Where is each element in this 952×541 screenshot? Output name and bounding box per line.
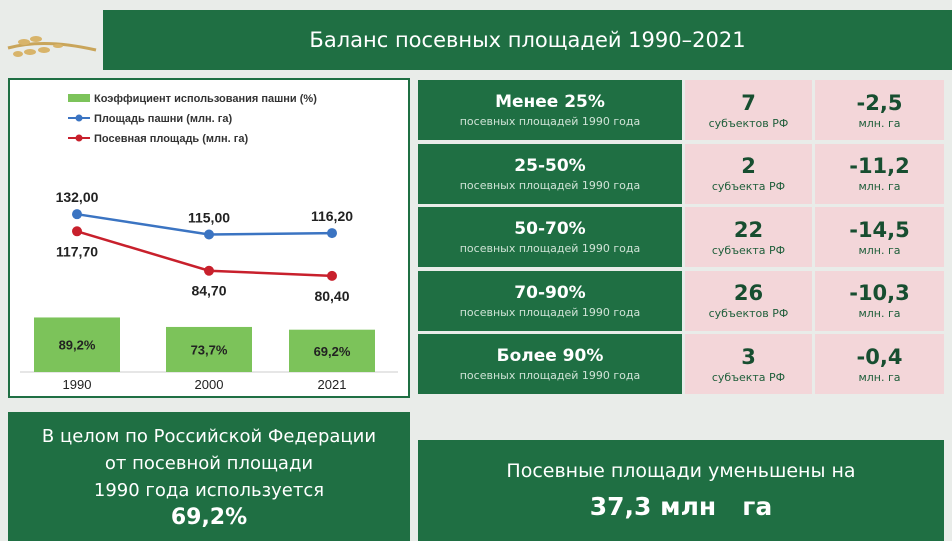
region-count: 26 [734, 281, 763, 305]
share-note: посевных площадей 1990 года [460, 179, 641, 192]
area-unit: млн. га [858, 180, 900, 193]
count-unit: субъекта РФ [712, 180, 785, 193]
count-cell: 7 субъектов РФ [685, 80, 812, 140]
share-note: посевных площадей 1990 года [460, 369, 641, 382]
legend-dot [76, 135, 83, 142]
area-change: -14,5 [849, 218, 910, 242]
area-change: -10,3 [849, 281, 910, 305]
area-cell: -10,3 млн. га [815, 271, 944, 331]
point [72, 226, 82, 236]
summary-line: Посевные площади уменьшены на [506, 460, 855, 482]
share-cell: Менее 25% посевных площадей 1990 года [418, 80, 682, 140]
share-note: посевных площадей 1990 года [460, 242, 641, 255]
share-range: Менее 25% [495, 92, 605, 112]
area-unit: млн. га [858, 371, 900, 384]
region-count: 3 [741, 345, 756, 369]
count-cell: 26 субъектов РФ [685, 271, 812, 331]
summary-right: Посевные площади уменьшены на 37,3 млн г… [418, 440, 944, 541]
table-row: 25-50% посевных площадей 1990 года 2 субъек… [418, 144, 944, 204]
x-tick-label: 2021 [318, 377, 347, 392]
count-cell: 2 субъекта РФ [685, 144, 812, 204]
region-count: 22 [734, 218, 763, 242]
area-change: -2,5 [857, 91, 903, 115]
share-cell: Более 90% посевных площадей 1990 года [418, 334, 682, 394]
area-unit: млн. га [858, 307, 900, 320]
summary-line: от посевной площади [105, 450, 313, 477]
legend-swatch [68, 94, 90, 102]
header-title: Баланс посевных площадей 1990–2021 [103, 10, 952, 70]
point [72, 209, 82, 219]
legend-dot [76, 115, 83, 122]
area-unit: млн. га [858, 117, 900, 130]
count-unit: субъекта РФ [712, 244, 785, 257]
legend-label: Посевная площадь (млн. га) [94, 133, 248, 145]
wheat-icon [4, 20, 100, 70]
count-cell: 3 субъекта РФ [685, 334, 812, 394]
table-row: Более 90% посевных площадей 1990 года 3 суб… [418, 334, 944, 394]
area-cell: -0,4 млн. га [815, 334, 944, 394]
table-row: Менее 25% посевных площадей 1990 года 7 суб… [418, 80, 944, 140]
share-range: Более 90% [497, 346, 604, 366]
area-cell: -11,2 млн. га [815, 144, 944, 204]
bar-label: 69,2% [314, 344, 351, 359]
area-cell: -2,5 млн. га [815, 80, 944, 140]
point [204, 230, 214, 240]
point-label: 116,20 [311, 208, 353, 224]
count-unit: субъектов РФ [709, 117, 789, 130]
summary-value: 69,2% [171, 504, 247, 531]
area-unit: млн. га [858, 244, 900, 257]
share-cell: 70-90% посевных площадей 1990 года [418, 271, 682, 331]
slide: Баланс посевных площадей 1990–2021 Коэфф… [0, 0, 952, 541]
summary-value: 37,3 млн га [590, 492, 772, 521]
chart-box: Коэффициент использования пашни (%) Площа… [8, 78, 410, 398]
x-tick-label: 2000 [195, 377, 224, 392]
point-label: 117,70 [56, 243, 98, 259]
area-cell: -14,5 млн. га [815, 207, 944, 267]
table-row: 70-90% посевных площадей 1990 года 26 субъе… [418, 271, 944, 331]
share-note: посевных площадей 1990 года [460, 115, 641, 128]
share-cell: 50-70% посевных площадей 1990 года [418, 207, 682, 267]
legend-label: Коэффициент использования пашни (%) [94, 93, 317, 105]
area-change: -0,4 [857, 345, 903, 369]
share-range: 70-90% [514, 283, 585, 303]
chart: Коэффициент использования пашни (%) Площа… [10, 80, 408, 396]
point-label: 132,00 [56, 189, 99, 205]
x-tick-label: 1990 [63, 377, 92, 392]
bar-label: 89,2% [59, 338, 96, 353]
summary-left: В целом по Российской Федерации от посев… [8, 412, 410, 541]
bar-label: 73,7% [191, 342, 228, 357]
share-range: 25-50% [514, 156, 585, 176]
count-unit: субъектов РФ [709, 307, 789, 320]
summary-line: В целом по Российской Федерации [42, 423, 376, 450]
region-count: 7 [741, 91, 756, 115]
point-label: 84,70 [191, 283, 226, 299]
share-note: посевных площадей 1990 года [460, 306, 641, 319]
point [204, 266, 214, 276]
count-unit: субъекта РФ [712, 371, 785, 384]
table-row: 50-70% посевных площадей 1990 года 22 субъе… [418, 207, 944, 267]
share-cell: 25-50% посевных площадей 1990 года [418, 144, 682, 204]
point [327, 228, 337, 238]
point-label: 115,00 [188, 210, 230, 226]
legend-label: Площадь пашни (млн. га) [94, 113, 232, 125]
area-change: -11,2 [849, 154, 910, 178]
summary-line: 1990 года используется [94, 477, 324, 504]
count-cell: 22 субъекта РФ [685, 207, 812, 267]
point [327, 271, 337, 281]
point-label: 80,40 [314, 288, 349, 304]
share-range: 50-70% [514, 219, 585, 239]
region-count: 2 [741, 154, 756, 178]
